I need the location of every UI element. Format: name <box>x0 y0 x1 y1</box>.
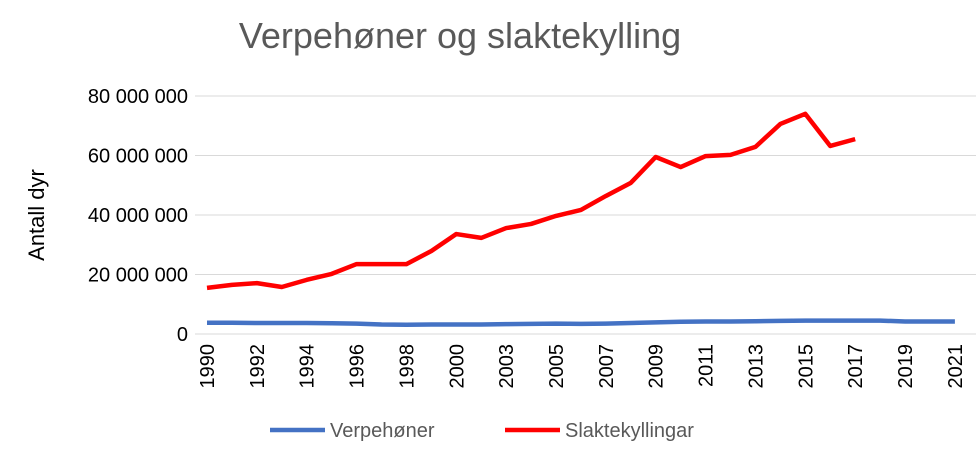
series-line <box>206 111 856 291</box>
series-line <box>207 318 955 328</box>
x-tick-label: 1996 <box>347 344 369 389</box>
x-tick-label: 2009 <box>646 344 668 389</box>
x-tick-label: 1992 <box>247 344 269 389</box>
y-tick-label: 0 <box>177 324 188 346</box>
x-tick-label: 2017 <box>845 344 867 389</box>
legend-label: Slaktekyllingar <box>565 420 694 442</box>
x-tick-label: 1994 <box>297 344 319 389</box>
y-tick-label: 20 000 000 <box>88 265 188 287</box>
y-tick-label: 60 000 000 <box>88 146 188 168</box>
legend-label: Verpehøner <box>330 420 435 442</box>
x-tick-label: 2019 <box>895 344 917 389</box>
chart-title: Verpehøner og slaktekylling <box>239 15 681 56</box>
x-tick-label: 2015 <box>795 344 817 389</box>
y-tick-label: 80 000 000 <box>88 86 188 108</box>
x-tick-label: 2011 <box>696 344 718 387</box>
x-tick-label: 1990 <box>197 344 219 389</box>
x-tick-label: 2003 <box>496 344 518 389</box>
x-tick-label: 2005 <box>546 344 568 389</box>
x-tick-label: 2013 <box>745 344 767 389</box>
y-tick-label: 40 000 000 <box>88 205 188 227</box>
y-axis-label: Antall dyr <box>24 169 49 261</box>
x-tick-label: 2007 <box>596 344 618 389</box>
x-tick-label: 1998 <box>396 344 418 389</box>
x-tick-label: 2021 <box>945 344 967 389</box>
x-tick-label: 2000 <box>446 344 468 389</box>
